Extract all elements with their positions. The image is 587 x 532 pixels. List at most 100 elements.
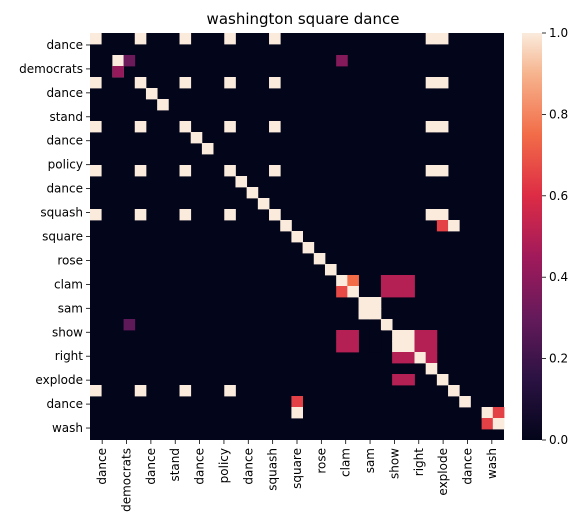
colorbar-ticks: 0.0 0.2 0.4 0.6 0.8 1.0 bbox=[542, 26, 568, 447]
heatmap-cell bbox=[180, 77, 192, 88]
x-tick-label: right bbox=[412, 448, 426, 476]
x-tick-label: democrats bbox=[120, 448, 134, 512]
chart-title: washington square dance bbox=[207, 10, 400, 28]
x-tick-label: dance bbox=[241, 448, 255, 485]
heatmap-cell bbox=[269, 121, 281, 132]
heatmap-cell bbox=[437, 209, 449, 220]
heatmap-cell bbox=[180, 165, 192, 176]
colorbar-tick-label: 0.0 bbox=[549, 433, 568, 447]
heatmap-cell bbox=[90, 165, 102, 176]
y-tick-label: squash bbox=[40, 206, 83, 220]
heatmap-cell bbox=[403, 374, 415, 385]
y-tick-label: stand bbox=[49, 110, 83, 124]
heatmap-cell bbox=[437, 77, 449, 88]
heatmap-cell bbox=[381, 275, 393, 286]
x-tick-label: sam bbox=[363, 448, 377, 473]
heatmap-cell bbox=[370, 341, 382, 352]
heatmap-cell bbox=[426, 121, 438, 132]
colorbar-tick-label: 0.8 bbox=[549, 107, 568, 121]
heatmap-cell bbox=[112, 66, 124, 77]
heatmap-cell bbox=[482, 418, 494, 429]
heatmap-cell bbox=[426, 341, 438, 352]
heatmap-cell bbox=[269, 209, 281, 220]
heatmap-cell bbox=[224, 121, 236, 132]
y-tick-label: wash bbox=[52, 421, 83, 435]
heatmap-cell bbox=[224, 385, 236, 396]
heatmap-cell bbox=[191, 132, 203, 143]
heatmap-cell bbox=[381, 286, 393, 297]
heatmap-cell bbox=[426, 352, 438, 363]
heatmap-cell bbox=[336, 330, 348, 341]
heatmap-cell bbox=[124, 319, 136, 330]
x-tick-label: dance bbox=[193, 448, 207, 485]
y-tick-label: sam bbox=[58, 301, 83, 315]
heatmap-cell bbox=[291, 231, 303, 242]
y-axis-ticks: dancedemocratsdancestanddancepolicydance… bbox=[19, 38, 90, 435]
heatmap-cell bbox=[448, 385, 460, 396]
x-tick-label: square bbox=[290, 448, 304, 489]
heatmap-cell bbox=[336, 55, 348, 66]
heatmap-cell bbox=[90, 121, 102, 132]
heatmap-cell bbox=[90, 33, 102, 44]
heatmap-cell bbox=[459, 396, 471, 407]
colorbar bbox=[522, 33, 542, 440]
heatmap-cell bbox=[224, 209, 236, 220]
heatmap-cell bbox=[403, 330, 415, 341]
heatmap-cell bbox=[269, 33, 281, 44]
colorbar-tick-label: 0.4 bbox=[549, 270, 568, 284]
heatmap-cell bbox=[392, 352, 404, 363]
heatmap-cell bbox=[336, 275, 348, 286]
y-tick-label: rose bbox=[57, 253, 83, 267]
heatmap-cell bbox=[370, 330, 382, 341]
heatmap-cell bbox=[202, 143, 214, 154]
x-tick-label: show bbox=[387, 448, 401, 479]
heatmap-cell bbox=[224, 165, 236, 176]
heatmap-cell bbox=[370, 297, 382, 308]
heatmap-cell bbox=[392, 374, 404, 385]
heatmap-cell bbox=[381, 319, 393, 330]
heatmap-cell bbox=[280, 220, 292, 231]
heatmap-cell bbox=[437, 220, 449, 231]
heatmap-cell bbox=[303, 242, 315, 253]
y-tick-label: right bbox=[55, 349, 83, 363]
heatmap-cell bbox=[426, 165, 438, 176]
heatmap-cell bbox=[180, 209, 192, 220]
heatmap-cell bbox=[135, 209, 147, 220]
y-tick-label: dance bbox=[46, 182, 83, 196]
y-tick-label: dance bbox=[46, 134, 83, 148]
heatmap-cell bbox=[224, 33, 236, 44]
heatmap-cell bbox=[336, 341, 348, 352]
heatmap-cell bbox=[437, 33, 449, 44]
heatmap-cell bbox=[347, 286, 359, 297]
heatmap-cell bbox=[347, 341, 359, 352]
y-tick-label: dance bbox=[46, 397, 83, 411]
heatmap-cell bbox=[90, 77, 102, 88]
y-tick-label: explode bbox=[35, 373, 83, 387]
heatmap-cell bbox=[392, 275, 404, 286]
x-tick-label: dance bbox=[460, 448, 474, 485]
heatmap-cell bbox=[325, 264, 337, 275]
heatmap-cell bbox=[414, 341, 426, 352]
heatmap-cell bbox=[336, 286, 348, 297]
heatmap-cell bbox=[403, 286, 415, 297]
heatmap-cell bbox=[180, 121, 192, 132]
x-tick-label: clam bbox=[339, 448, 353, 477]
heatmap-cell bbox=[135, 33, 147, 44]
x-tick-label: rose bbox=[314, 448, 328, 474]
heatmap-cell bbox=[392, 330, 404, 341]
heatmap-cell bbox=[426, 33, 438, 44]
heatmap-cell bbox=[314, 253, 326, 264]
heatmap-cell bbox=[347, 330, 359, 341]
heatmap-cell bbox=[448, 220, 460, 231]
heatmap-cell bbox=[258, 198, 270, 209]
heatmap-cell bbox=[90, 385, 102, 396]
heatmap-cell bbox=[135, 165, 147, 176]
heatmap-cell bbox=[414, 352, 426, 363]
x-axis-ticks: dance democrats dance stand dance policy dance… bbox=[95, 440, 499, 512]
heatmap-cell bbox=[224, 77, 236, 88]
heatmap-cell bbox=[135, 385, 147, 396]
heatmap-cell bbox=[291, 407, 303, 418]
heatmap-cell bbox=[235, 176, 247, 187]
heatmap-cell bbox=[124, 55, 136, 66]
